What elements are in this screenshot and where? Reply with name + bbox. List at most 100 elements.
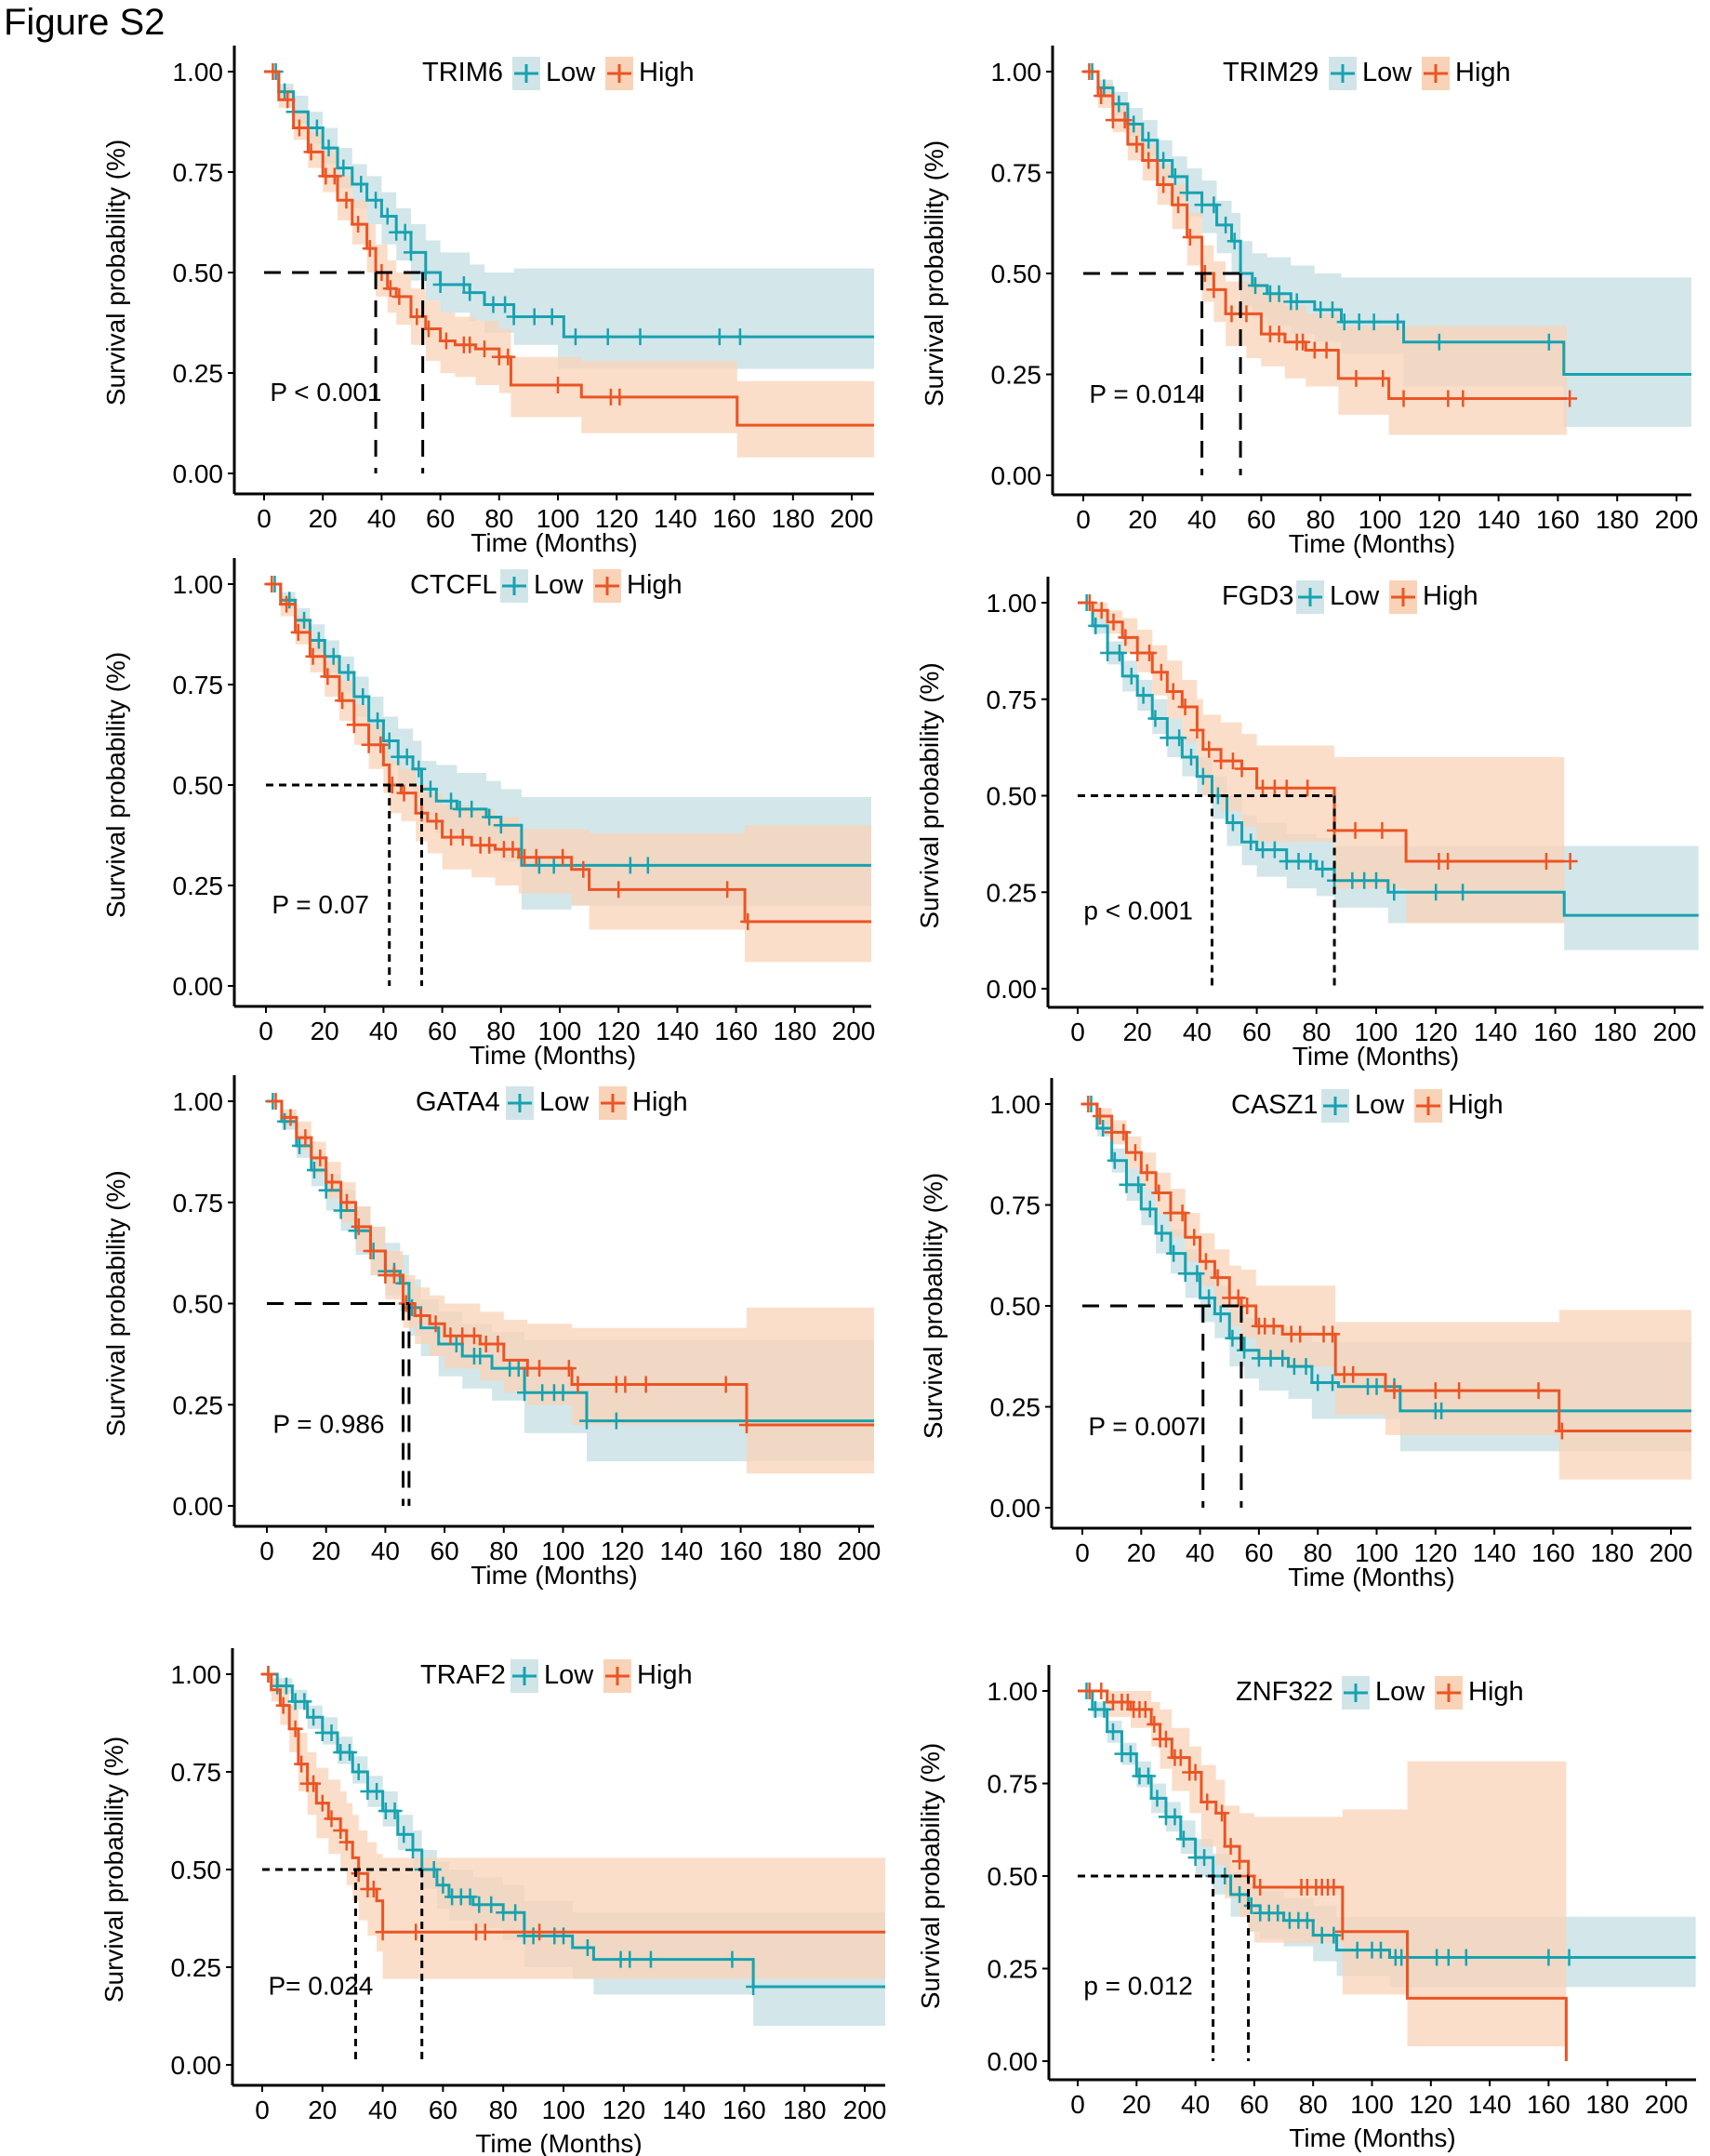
x-tick-label: 200 bbox=[838, 1537, 882, 1565]
censor-mark bbox=[336, 159, 351, 177]
censor-mark bbox=[1541, 333, 1557, 351]
censor-mark bbox=[365, 1881, 381, 1897]
x-axis-title: Time (Months) bbox=[475, 2129, 642, 2156]
x-axis-title: Time (Months) bbox=[470, 1041, 636, 1070]
x-tick-label: 80 bbox=[489, 1537, 518, 1565]
x-tick-label: 0 bbox=[1076, 505, 1091, 534]
censor-mark bbox=[1396, 390, 1412, 407]
censor-mark bbox=[398, 1295, 414, 1312]
x-tick-label: 200 bbox=[830, 504, 874, 533]
censor-mark bbox=[279, 595, 295, 613]
censor-mark bbox=[550, 376, 565, 393]
censor-mark bbox=[493, 817, 509, 834]
x-tick-label: 100 bbox=[1350, 2090, 1394, 2119]
censor-mark bbox=[570, 1376, 586, 1393]
x-tick-label: 0 bbox=[255, 2096, 270, 2124]
censor-mark bbox=[740, 912, 756, 930]
censor-mark bbox=[579, 1939, 595, 1956]
censor-mark bbox=[353, 175, 369, 193]
x-tick-label: 200 bbox=[1655, 505, 1699, 534]
censor-mark bbox=[397, 223, 413, 241]
censor-mark bbox=[1182, 228, 1198, 246]
censor-mark bbox=[556, 1927, 571, 1945]
censor-mark bbox=[1092, 1108, 1107, 1125]
y-tick-label: 0.50 bbox=[173, 1290, 224, 1319]
x-tick-label: 20 bbox=[1123, 1018, 1152, 1046]
legend-symbol-low bbox=[1331, 64, 1355, 83]
y-axis-title: Survival probability (%) bbox=[915, 662, 944, 928]
x-tick-label: 120 bbox=[595, 504, 639, 533]
x-tick-label: 80 bbox=[1306, 505, 1335, 534]
censor-mark bbox=[340, 664, 356, 682]
y-tick-label: 0.50 bbox=[991, 260, 1042, 288]
y-tick-label: 0.75 bbox=[173, 158, 224, 187]
censor-mark bbox=[1094, 87, 1109, 105]
censor-mark bbox=[1326, 1878, 1342, 1896]
censor-mark bbox=[306, 1161, 322, 1178]
censor-mark bbox=[368, 192, 384, 209]
censor-mark bbox=[426, 1861, 442, 1878]
censor-mark bbox=[1248, 277, 1264, 295]
x-tick-label: 140 bbox=[656, 1017, 699, 1045]
y-tick-label: 1.00 bbox=[173, 58, 224, 87]
censor-mark bbox=[1081, 594, 1097, 611]
censor-mark bbox=[1299, 1911, 1315, 1929]
x-tick-label: 80 bbox=[1299, 2090, 1328, 2119]
censor-mark bbox=[1189, 721, 1205, 739]
y-tick-label: 0.50 bbox=[171, 1856, 222, 1884]
x-tick-label: 100 bbox=[541, 1537, 585, 1565]
censor-mark bbox=[287, 1720, 303, 1737]
censor-mark bbox=[275, 1697, 291, 1714]
x-tick-label: 0 bbox=[258, 1017, 273, 1045]
x-tick-label: 180 bbox=[783, 2096, 827, 2124]
legend-label-high: High bbox=[1423, 581, 1478, 611]
censor-mark bbox=[600, 328, 616, 346]
x-tick-label: 200 bbox=[1650, 1538, 1693, 1567]
censor-mark bbox=[462, 1888, 478, 1906]
censor-mark bbox=[1214, 1804, 1230, 1822]
ci-band-low bbox=[266, 584, 871, 910]
x-tick-label: 0 bbox=[1070, 2090, 1085, 2119]
legend: TRAF2 Low High bbox=[420, 1659, 693, 1693]
legend-label-high: High bbox=[632, 1087, 688, 1117]
censor-mark bbox=[1167, 1808, 1183, 1826]
x-tick-label: 140 bbox=[1468, 2090, 1512, 2119]
censor-mark bbox=[283, 1109, 298, 1126]
censor-mark bbox=[1171, 196, 1186, 214]
x-tick-label: 200 bbox=[832, 1017, 876, 1045]
censor-mark bbox=[1292, 1325, 1308, 1343]
censor-mark bbox=[438, 332, 454, 350]
figure-title: Figure S2 bbox=[4, 2, 166, 43]
censor-mark bbox=[484, 1896, 499, 1913]
censor-mark bbox=[1166, 1244, 1182, 1262]
censor-mark bbox=[396, 1826, 412, 1843]
censor-mark bbox=[1279, 779, 1294, 797]
y-axis-title: Survival probability (%) bbox=[101, 140, 130, 406]
x-tick-label: 0 bbox=[259, 1537, 274, 1565]
x-tick-label: 100 bbox=[542, 2096, 586, 2124]
censor-mark bbox=[1225, 814, 1240, 832]
censor-mark bbox=[1225, 1329, 1240, 1347]
censor-mark bbox=[282, 592, 298, 609]
legend-symbol-low bbox=[502, 577, 526, 595]
x-tick-label: 140 bbox=[1477, 505, 1520, 534]
censor-mark bbox=[309, 119, 325, 137]
censor-mark bbox=[1440, 390, 1456, 407]
x-tick-label: 160 bbox=[719, 1537, 762, 1565]
legend-symbol-low bbox=[1344, 1684, 1368, 1702]
censor-mark bbox=[1158, 1730, 1173, 1748]
y-tick-label: 1.00 bbox=[987, 589, 1038, 618]
p-value-label: P = 0.014 bbox=[1089, 379, 1200, 408]
km-panel-casz1: 0.00 0.25 0.50 0.75 1.00 0 20 40 60 80 100 120 140 16… bbox=[919, 1078, 1692, 1591]
censor-mark bbox=[1232, 1885, 1248, 1903]
x-tick-label: 140 bbox=[1474, 1018, 1518, 1046]
censor-mark bbox=[477, 1923, 493, 1941]
censor-mark bbox=[1179, 184, 1195, 202]
censor-mark bbox=[1147, 1715, 1162, 1733]
x-tick-label: 20 bbox=[1128, 505, 1157, 534]
censor-mark bbox=[1531, 1382, 1546, 1400]
censor-mark bbox=[482, 808, 497, 826]
censor-mark bbox=[1266, 841, 1282, 858]
censor-mark bbox=[532, 1360, 548, 1377]
censor-mark bbox=[1174, 1204, 1190, 1222]
